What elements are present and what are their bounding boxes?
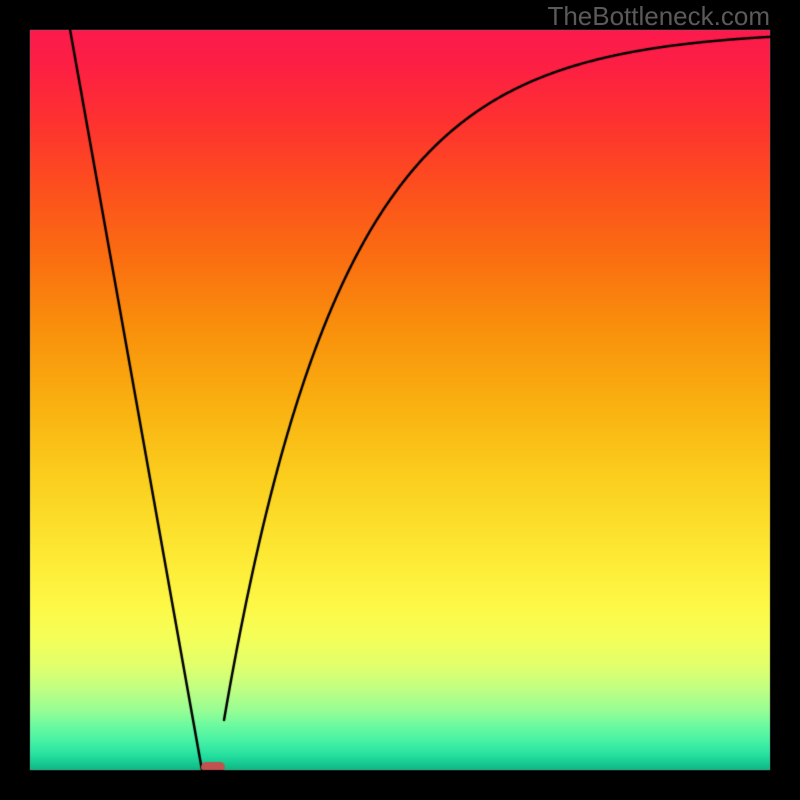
- bottleneck-curve: [0, 0, 800, 800]
- chart-container: TheBottleneck.com: [0, 0, 800, 800]
